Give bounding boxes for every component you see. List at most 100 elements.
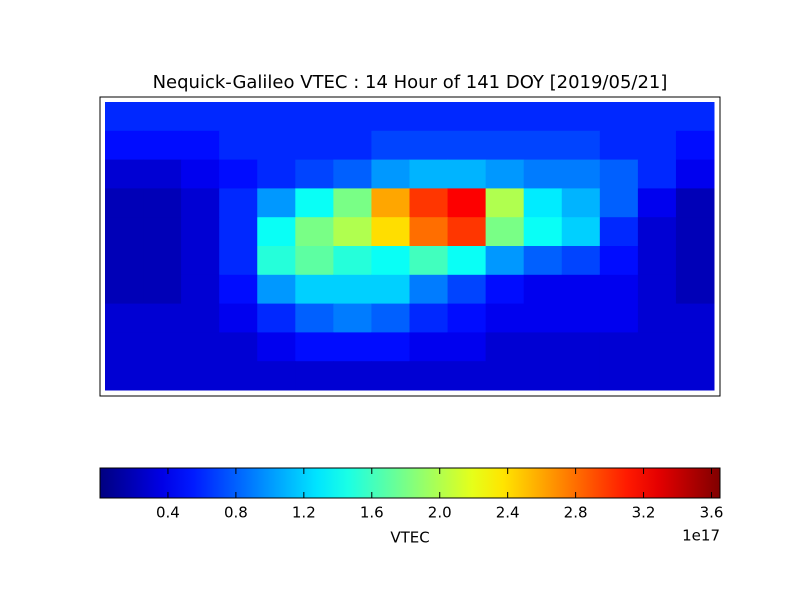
heat-cell — [295, 217, 334, 247]
heat-cell — [485, 246, 525, 276]
colorbar-tick-label: 2.8 — [564, 504, 588, 522]
heat-cell — [561, 332, 601, 362]
heat-cell — [143, 332, 182, 362]
heat-cell — [447, 217, 487, 247]
heat-cell — [485, 102, 525, 132]
heat-cell — [485, 274, 525, 305]
heat-cell — [599, 274, 639, 305]
heat-cell — [219, 102, 258, 132]
heat-cell — [637, 246, 677, 276]
heat-cell — [143, 217, 182, 247]
heat-cell — [295, 361, 334, 391]
heat-cell — [523, 361, 563, 391]
heat-cell — [257, 188, 296, 218]
heat-cell — [257, 159, 296, 189]
heat-cell — [181, 332, 220, 362]
heat-cell — [257, 332, 296, 362]
heat-cell — [599, 361, 639, 391]
heat-cell — [257, 274, 296, 305]
heat-cell — [257, 246, 296, 276]
heat-cell — [105, 130, 144, 161]
heat-cell — [105, 303, 144, 333]
heat-cell — [599, 188, 639, 218]
heat-cell — [523, 217, 563, 247]
colorbar-tick-label: 0.4 — [156, 504, 180, 522]
heat-cell — [295, 303, 334, 333]
heat-cell — [143, 274, 182, 305]
heat-cell — [447, 361, 487, 391]
heat-cell — [181, 159, 220, 189]
heat-cell — [409, 102, 449, 132]
heat-cell — [599, 159, 639, 189]
heat-cell — [219, 130, 258, 161]
heat-cell — [409, 332, 449, 362]
heat-cell — [105, 246, 144, 276]
heat-cell — [637, 102, 677, 132]
heat-cell — [181, 217, 220, 247]
heat-cell — [675, 274, 715, 305]
heat-cell — [523, 130, 563, 161]
colorbar-tick-label: 3.2 — [632, 504, 656, 522]
heat-cell — [599, 303, 639, 333]
colorbar-tick-label: 0.8 — [224, 504, 248, 522]
heat-cell — [181, 246, 220, 276]
heat-cell — [333, 303, 372, 333]
heat-cell — [409, 217, 449, 247]
heat-cell — [181, 361, 220, 391]
heat-cell — [409, 361, 449, 391]
heat-cell — [105, 102, 144, 132]
heat-cell — [409, 130, 449, 161]
heat-cell — [333, 188, 372, 218]
heat-cell — [143, 303, 182, 333]
heat-cell — [409, 188, 449, 218]
heat-cell — [257, 303, 296, 333]
heat-cell — [637, 130, 677, 161]
heat-cell — [561, 217, 601, 247]
heat-cell — [105, 274, 144, 305]
heat-cell — [219, 274, 258, 305]
heat-cell — [181, 188, 220, 218]
heat-cell — [561, 274, 601, 305]
heat-cell — [333, 274, 372, 305]
heat-cell — [219, 332, 258, 362]
heat-cell — [295, 102, 334, 132]
heat-cell — [675, 188, 715, 218]
heatmap — [105, 102, 715, 391]
heat-cell — [143, 102, 182, 132]
heat-cell — [105, 217, 144, 247]
heat-cell — [333, 130, 372, 161]
colorbar-tick-label: 2.4 — [496, 504, 520, 522]
heat-cell — [409, 246, 449, 276]
heat-cell — [333, 217, 372, 247]
heat-cell — [333, 332, 372, 362]
heat-cell — [333, 246, 372, 276]
heat-cell — [371, 274, 410, 305]
heat-cell — [599, 332, 639, 362]
heat-cell — [371, 102, 410, 132]
heat-cell — [219, 361, 258, 391]
colorbar-label: VTEC — [390, 529, 429, 547]
heat-cell — [105, 361, 144, 391]
heat-cell — [599, 217, 639, 247]
heat-cell — [371, 217, 410, 247]
heat-cell — [295, 274, 334, 305]
heat-cell — [561, 188, 601, 218]
colorbar — [99, 467, 721, 499]
heat-cell — [181, 102, 220, 132]
chart-title: Nequick-Galileo VTEC : 14 Hour of 141 DO… — [153, 72, 668, 93]
heat-cell — [561, 130, 601, 161]
heat-cell — [447, 102, 487, 132]
colorbar-tick-label: 1.6 — [360, 504, 384, 522]
heat-cell — [219, 159, 258, 189]
heat-cell — [675, 361, 715, 391]
colorbar-tick-label: 1.2 — [292, 504, 316, 522]
heat-cell — [485, 332, 525, 362]
colorbar-tick-label: 2.0 — [428, 504, 452, 522]
heat-cell — [181, 130, 220, 161]
heat-cell — [523, 159, 563, 189]
heat-cell — [523, 188, 563, 218]
heat-cell — [447, 188, 487, 218]
heat-cell — [675, 159, 715, 189]
heat-cell — [485, 303, 525, 333]
